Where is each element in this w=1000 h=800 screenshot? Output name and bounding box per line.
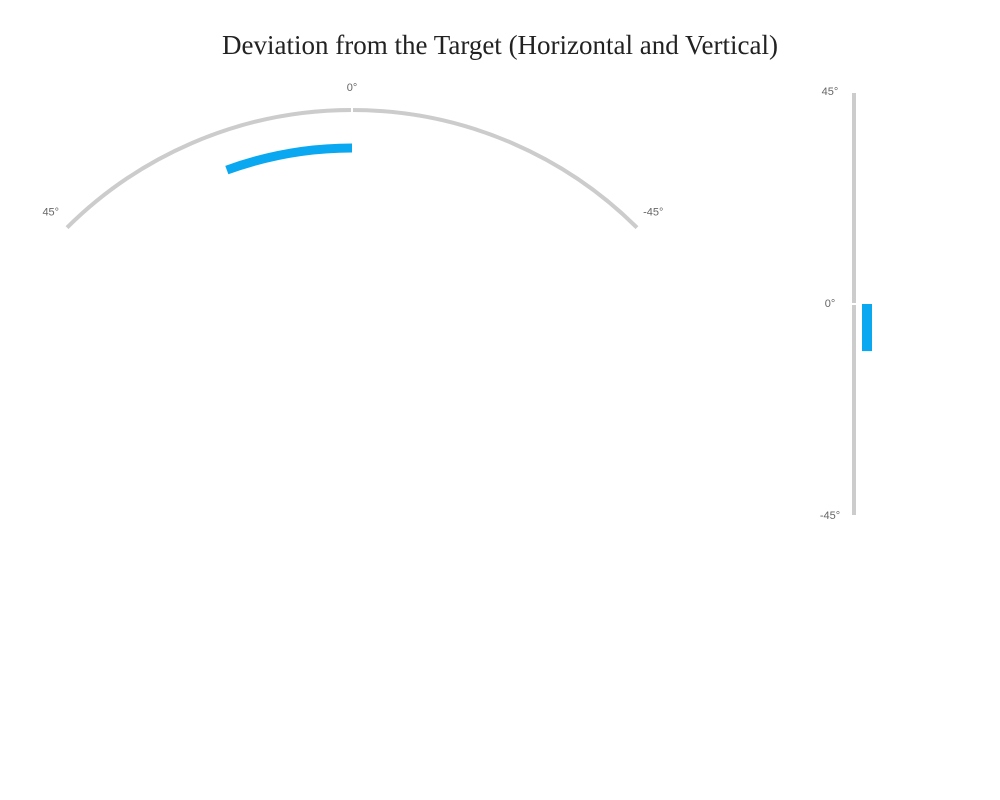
tick-label: 45° — [42, 207, 59, 219]
gauge-bar — [225, 143, 353, 175]
gauge-bar — [862, 304, 872, 352]
tick-label: -45° — [820, 510, 840, 522]
tick-label: -45° — [643, 207, 663, 219]
chart-title: Deviation from the Target (Horizontal an… — [222, 30, 778, 60]
tick-label: 0° — [825, 298, 836, 310]
tick-mark — [62, 224, 70, 232]
tick-mark — [634, 224, 642, 232]
tick-label: 0° — [347, 82, 358, 94]
tick-label: 45° — [822, 86, 839, 98]
gauge-track — [64, 108, 640, 230]
